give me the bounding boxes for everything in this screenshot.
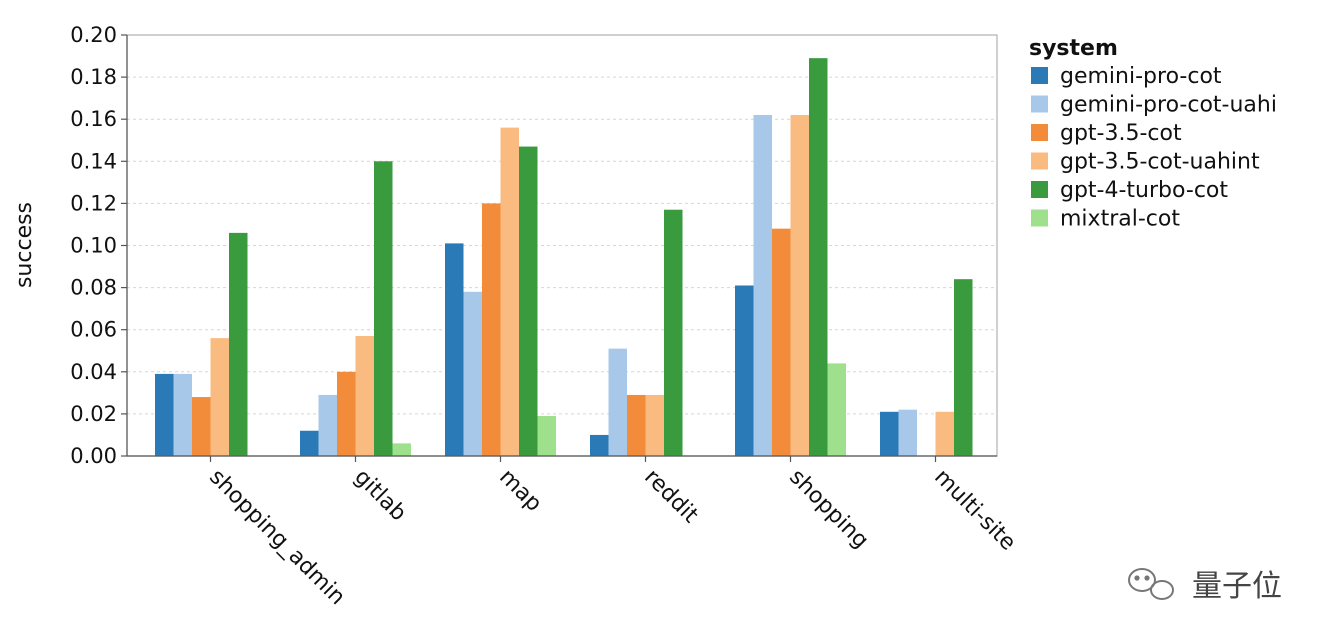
legend-label-gpt-4-turbo-cot: gpt-4-turbo-cot — [1060, 178, 1228, 203]
bar-gemini-pro-cot-shopping — [735, 285, 754, 456]
watermark: 量子位 — [1128, 568, 1282, 604]
y-tick-label: 0.02 — [70, 402, 117, 426]
bar-gpt-3.5-cot-uahint-map — [500, 127, 519, 457]
bar-gemini-pro-cot-multi-site — [880, 411, 899, 456]
bar-gpt-3.5-cot-uahint-gitlab — [355, 336, 374, 456]
bar-gpt-3.5-cot-shopping_admin — [192, 397, 211, 456]
bar-gemini-pro-cot-uahi-gitlab — [318, 394, 337, 456]
x-tick-label-reddit: reddit — [639, 465, 703, 529]
bar-gpt-4-turbo-cot-map — [519, 146, 538, 456]
bar-gpt-4-turbo-cot-gitlab — [374, 161, 393, 457]
y-axis-title: success — [12, 202, 37, 288]
x-tick-label-multi-site: multi-site — [929, 465, 1020, 556]
bar-gpt-3.5-cot-uahint-shopping — [790, 114, 809, 457]
legend-label-gpt-3.5-cot: gpt-3.5-cot — [1060, 121, 1182, 146]
legend-title: system — [1029, 36, 1118, 61]
y-tick-label: 0.16 — [70, 107, 117, 131]
bar-gemini-pro-cot-uahi-multi-site — [898, 409, 917, 456]
x-tick-label-map: map — [494, 465, 546, 517]
bar-gpt-3.5-cot-shopping — [772, 228, 791, 456]
bar-mixtral-cot-shopping — [827, 363, 846, 456]
bar-gpt-3.5-cot-uahint-reddit — [645, 394, 664, 456]
y-tick-label: 0.20 — [70, 23, 117, 47]
legend-label-mixtral-cot: mixtral-cot — [1060, 207, 1180, 232]
bar-gemini-pro-cot-map — [445, 243, 464, 456]
bar-gemini-pro-cot-gitlab — [300, 430, 319, 456]
bar-gemini-pro-cot-shopping_admin — [155, 373, 174, 456]
bar-gemini-pro-cot-uahi-map — [463, 291, 482, 456]
bar-gpt-3.5-cot-gitlab — [337, 371, 356, 456]
y-tick-label: 0.14 — [70, 149, 117, 173]
x-tick-label-shopping: shopping — [784, 465, 873, 554]
legend-swatch-gemini-pro-cot — [1031, 67, 1048, 84]
bar-gpt-3.5-cot-uahint-multi-site — [935, 411, 954, 456]
x-tick-label-shopping_admin: shopping_admin — [204, 465, 349, 610]
bar-gpt-3.5-cot-map — [482, 203, 501, 456]
bar-gemini-pro-cot-uahi-shopping_admin — [173, 373, 192, 456]
grid-lines — [127, 34, 997, 415]
y-tick-label: 0.18 — [70, 65, 117, 89]
bar-gemini-pro-cot-reddit — [590, 434, 609, 456]
y-tick-label: 0.10 — [70, 234, 117, 258]
y-tick-label: 0.00 — [70, 444, 117, 468]
bar-gpt-4-turbo-cot-shopping_admin — [229, 232, 248, 456]
bar-gpt-4-turbo-cot-reddit — [664, 209, 683, 456]
y-tick-label: 0.12 — [70, 191, 117, 215]
legend-label-gemini-pro-cot-uahi: gemini-pro-cot-uahi — [1060, 93, 1277, 118]
y-tick-label: 0.08 — [70, 276, 117, 300]
watermark-text: 量子位 — [1192, 569, 1282, 604]
legend-label-gpt-3.5-cot-uahint: gpt-3.5-cot-uahint — [1060, 150, 1260, 175]
bar-gemini-pro-cot-uahi-reddit — [608, 348, 627, 456]
wechat-icon — [1128, 568, 1174, 600]
bars — [155, 58, 973, 457]
y-axis-ticks: 0.00 0.02 0.04 0.06 0.08 0.10 0.12 0.14 0.16 0.18… — [70, 23, 127, 468]
legend-swatch-gpt-4-turbo-cot — [1031, 181, 1048, 198]
bar-gpt-4-turbo-cot-shopping — [809, 58, 828, 456]
legend-swatch-gpt-3.5-cot — [1031, 124, 1048, 141]
bar-gpt-3.5-cot-reddit — [627, 394, 646, 456]
x-tick-label-gitlab: gitlab — [349, 465, 411, 527]
bar-gpt-4-turbo-cot-multi-site — [954, 279, 973, 456]
legend-swatch-mixtral-cot — [1031, 209, 1048, 227]
legend-swatch-gpt-3.5-cot-uahint — [1031, 152, 1048, 170]
bar-gemini-pro-cot-uahi-shopping — [753, 114, 772, 457]
legend: system gemini-pro-cot gemini-pro-cot-uahi… — [1029, 36, 1277, 232]
bar-gpt-3.5-cot-uahint-shopping_admin — [210, 338, 229, 456]
bar-mixtral-cot-map — [537, 416, 556, 456]
legend-label-gemini-pro-cot: gemini-pro-cot — [1060, 64, 1222, 89]
y-tick-label: 0.06 — [70, 318, 117, 342]
x-axis-labels: shopping_admin gitlab map reddit shopping mul… — [204, 456, 1020, 610]
legend-swatch-gemini-pro-cot-uahi — [1031, 95, 1048, 113]
bar-mixtral-cot-gitlab — [392, 443, 411, 456]
y-tick-label: 0.04 — [70, 360, 117, 384]
